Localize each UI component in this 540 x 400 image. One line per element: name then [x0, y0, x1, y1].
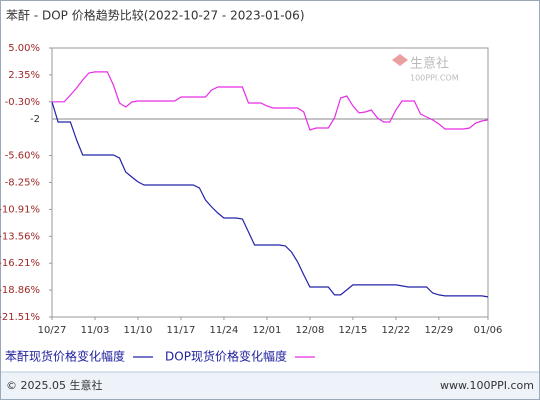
- x-tick-label: 12/15: [338, 325, 367, 336]
- series-line: [51, 101, 489, 298]
- watermark: 生意社 100PPI.COM: [392, 54, 459, 83]
- chart-title: 苯酐 - DOP 价格趋势比较(2022-10-27 - 2023-01-06): [6, 8, 305, 23]
- x-tick-label: 01/06: [474, 325, 503, 336]
- y-tick-label: -0.30%: [5, 97, 40, 108]
- x-tick-label: 11/10: [124, 325, 153, 336]
- x-tick-label: 12/29: [424, 325, 453, 336]
- y-tick-label: -16.21%: [0, 258, 40, 269]
- footer-right: www.100PPI.com: [440, 379, 534, 392]
- x-tick-label: 12/08: [296, 325, 325, 336]
- y-tick-label: -13.56%: [0, 231, 40, 242]
- footer-left: © 2025.05 生意社: [6, 378, 102, 392]
- footer-bar: [1, 372, 539, 399]
- series-line: [52, 71, 489, 131]
- y-tick-label: -21.51%: [0, 312, 40, 323]
- x-tick-label: 10/27: [38, 325, 67, 336]
- watermark-site: 100PPI.COM: [410, 74, 459, 83]
- watermark-logo: [392, 54, 408, 66]
- x-tick-label: 11/03: [81, 325, 110, 336]
- y-tick-label: -5.60%: [5, 151, 40, 162]
- legend-label: 苯酐现货价格变化幅度: [5, 349, 125, 364]
- y-tick-label: 5.00%: [8, 43, 40, 54]
- y-tick-label: -10.91%: [0, 204, 40, 215]
- x-tick-label: 11/17: [167, 325, 196, 336]
- y-tick-label: 2.35%: [8, 70, 40, 81]
- legend-label: DOP现货价格变化幅度: [165, 349, 287, 364]
- y-tick-label: -8.25%: [5, 177, 40, 188]
- watermark-name: 生意社: [410, 56, 449, 72]
- x-tick-label: 12/01: [253, 325, 282, 336]
- x-tick-label: 12/22: [381, 325, 410, 336]
- y-tick-label: -18.86%: [0, 285, 40, 296]
- x-tick-label: 11/24: [210, 325, 239, 336]
- reference-label: -2: [30, 114, 40, 125]
